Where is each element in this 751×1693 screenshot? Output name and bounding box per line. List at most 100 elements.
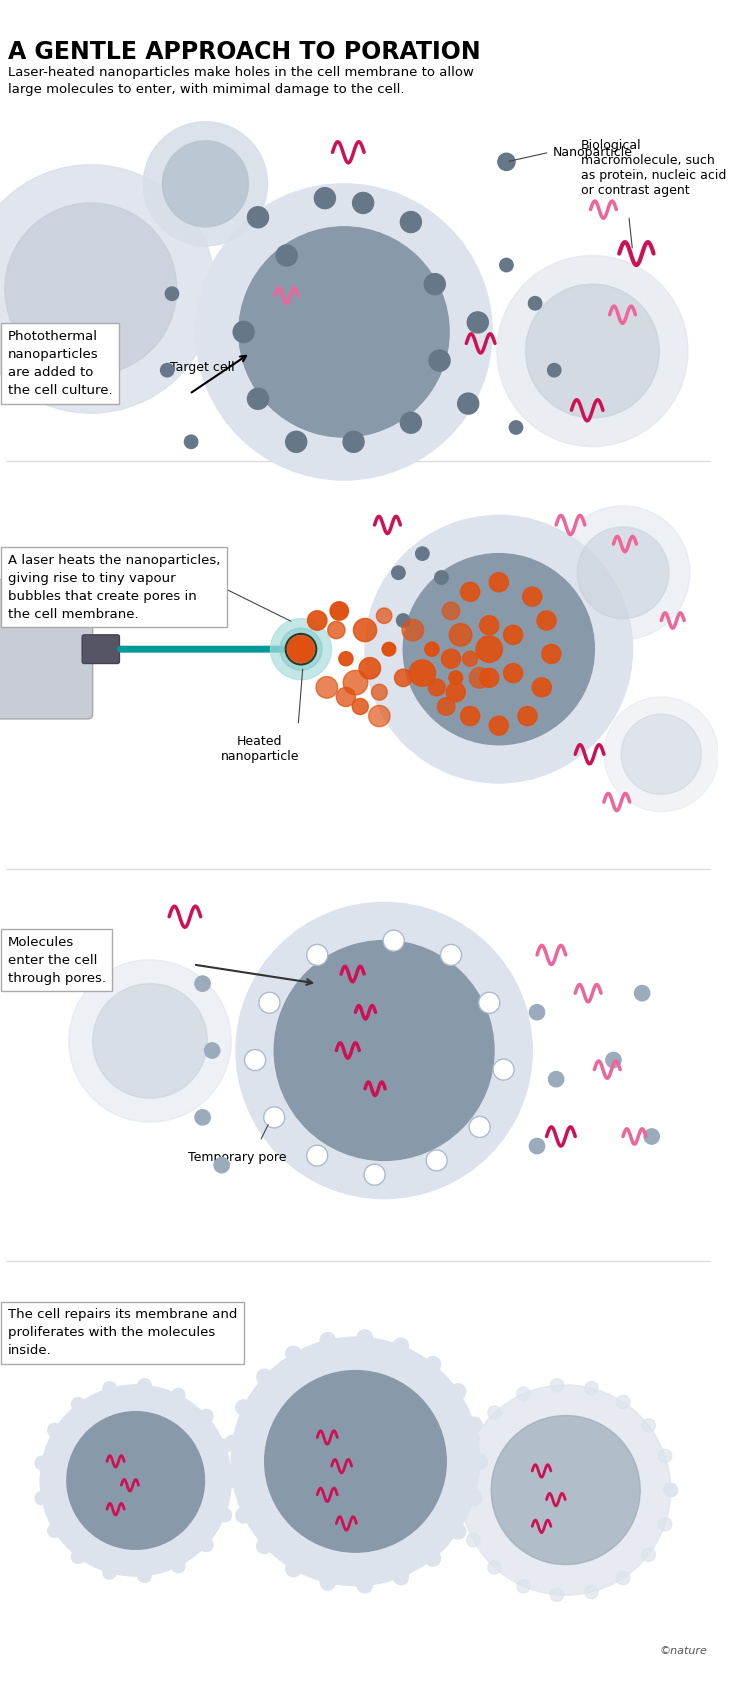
Circle shape <box>285 432 306 452</box>
Circle shape <box>357 1578 372 1593</box>
Circle shape <box>480 669 499 687</box>
Circle shape <box>488 1405 501 1419</box>
Circle shape <box>532 677 551 698</box>
Circle shape <box>659 1517 672 1530</box>
Circle shape <box>585 1585 599 1598</box>
Circle shape <box>339 652 353 665</box>
Circle shape <box>664 1483 677 1497</box>
Circle shape <box>469 667 490 687</box>
Circle shape <box>547 364 561 378</box>
Circle shape <box>664 1483 677 1497</box>
Circle shape <box>218 1439 231 1453</box>
Circle shape <box>236 1508 251 1524</box>
Circle shape <box>480 616 499 635</box>
Circle shape <box>529 1004 544 1019</box>
Circle shape <box>556 506 690 640</box>
Circle shape <box>550 1378 564 1392</box>
Circle shape <box>285 1561 301 1576</box>
Circle shape <box>0 164 215 413</box>
Circle shape <box>257 1370 272 1385</box>
Circle shape <box>400 411 421 433</box>
FancyBboxPatch shape <box>82 635 119 664</box>
Circle shape <box>69 960 231 1122</box>
Circle shape <box>257 1539 272 1554</box>
Circle shape <box>441 945 462 965</box>
Circle shape <box>225 1473 240 1488</box>
Circle shape <box>196 185 492 481</box>
Circle shape <box>466 1434 480 1448</box>
Circle shape <box>425 1356 441 1371</box>
Circle shape <box>315 188 336 208</box>
Circle shape <box>195 975 210 992</box>
Circle shape <box>372 684 388 701</box>
Text: Laser-heated nanoparticles make holes in the cell membrane to allow
large molecu: Laser-heated nanoparticles make holes in… <box>8 66 474 97</box>
Circle shape <box>71 1397 85 1410</box>
Circle shape <box>460 706 480 726</box>
Circle shape <box>357 1331 372 1346</box>
Circle shape <box>529 1138 544 1153</box>
Circle shape <box>504 664 523 682</box>
Circle shape <box>171 1559 185 1573</box>
Circle shape <box>498 154 515 171</box>
Circle shape <box>469 1116 490 1138</box>
Circle shape <box>195 1109 210 1126</box>
Circle shape <box>280 628 322 670</box>
Circle shape <box>457 393 478 415</box>
Circle shape <box>376 608 392 623</box>
Text: A GENTLE APPROACH TO PORATION: A GENTLE APPROACH TO PORATION <box>8 41 481 64</box>
Circle shape <box>214 1158 229 1173</box>
Circle shape <box>35 1492 49 1505</box>
Circle shape <box>617 1395 630 1409</box>
Circle shape <box>171 1388 185 1402</box>
Circle shape <box>359 657 381 679</box>
Circle shape <box>644 1129 659 1144</box>
Circle shape <box>270 618 332 681</box>
Circle shape <box>200 1539 213 1551</box>
Circle shape <box>353 193 373 213</box>
Circle shape <box>103 1381 116 1395</box>
Circle shape <box>402 620 424 642</box>
Circle shape <box>478 992 499 1012</box>
Circle shape <box>382 642 396 655</box>
Circle shape <box>488 1561 501 1574</box>
Circle shape <box>218 1508 231 1522</box>
Circle shape <box>200 1410 213 1422</box>
Circle shape <box>442 648 460 669</box>
Circle shape <box>288 637 315 662</box>
Circle shape <box>40 1385 231 1576</box>
Circle shape <box>548 1072 564 1087</box>
Circle shape <box>231 1337 480 1586</box>
Circle shape <box>330 601 348 620</box>
Circle shape <box>185 435 198 449</box>
Text: Nanoparticle: Nanoparticle <box>552 146 632 159</box>
Circle shape <box>400 212 421 232</box>
Circle shape <box>455 1466 469 1480</box>
Circle shape <box>161 364 174 378</box>
Circle shape <box>541 645 561 664</box>
Text: Heated
nanoparticle: Heated nanoparticle <box>221 735 299 764</box>
Circle shape <box>383 929 404 951</box>
Circle shape <box>225 1475 238 1486</box>
Circle shape <box>48 1424 61 1437</box>
Circle shape <box>245 1050 266 1070</box>
Text: Biological
macromolecule, such
as protein, nucleic acid
or contrast agent: Biological macromolecule, such as protei… <box>581 139 726 196</box>
Circle shape <box>489 716 508 735</box>
Circle shape <box>225 1475 238 1486</box>
Circle shape <box>320 1574 336 1590</box>
Circle shape <box>499 259 513 273</box>
Circle shape <box>460 582 480 601</box>
Circle shape <box>463 652 478 667</box>
Circle shape <box>429 350 450 371</box>
Circle shape <box>343 432 364 452</box>
Circle shape <box>455 1500 469 1514</box>
Circle shape <box>394 1569 409 1585</box>
Circle shape <box>438 698 455 714</box>
Circle shape <box>425 1551 441 1566</box>
Circle shape <box>5 203 176 374</box>
Circle shape <box>306 1144 327 1166</box>
Circle shape <box>425 642 439 657</box>
Circle shape <box>225 1436 240 1451</box>
Circle shape <box>435 571 448 584</box>
Circle shape <box>276 245 297 266</box>
Circle shape <box>466 1417 482 1432</box>
